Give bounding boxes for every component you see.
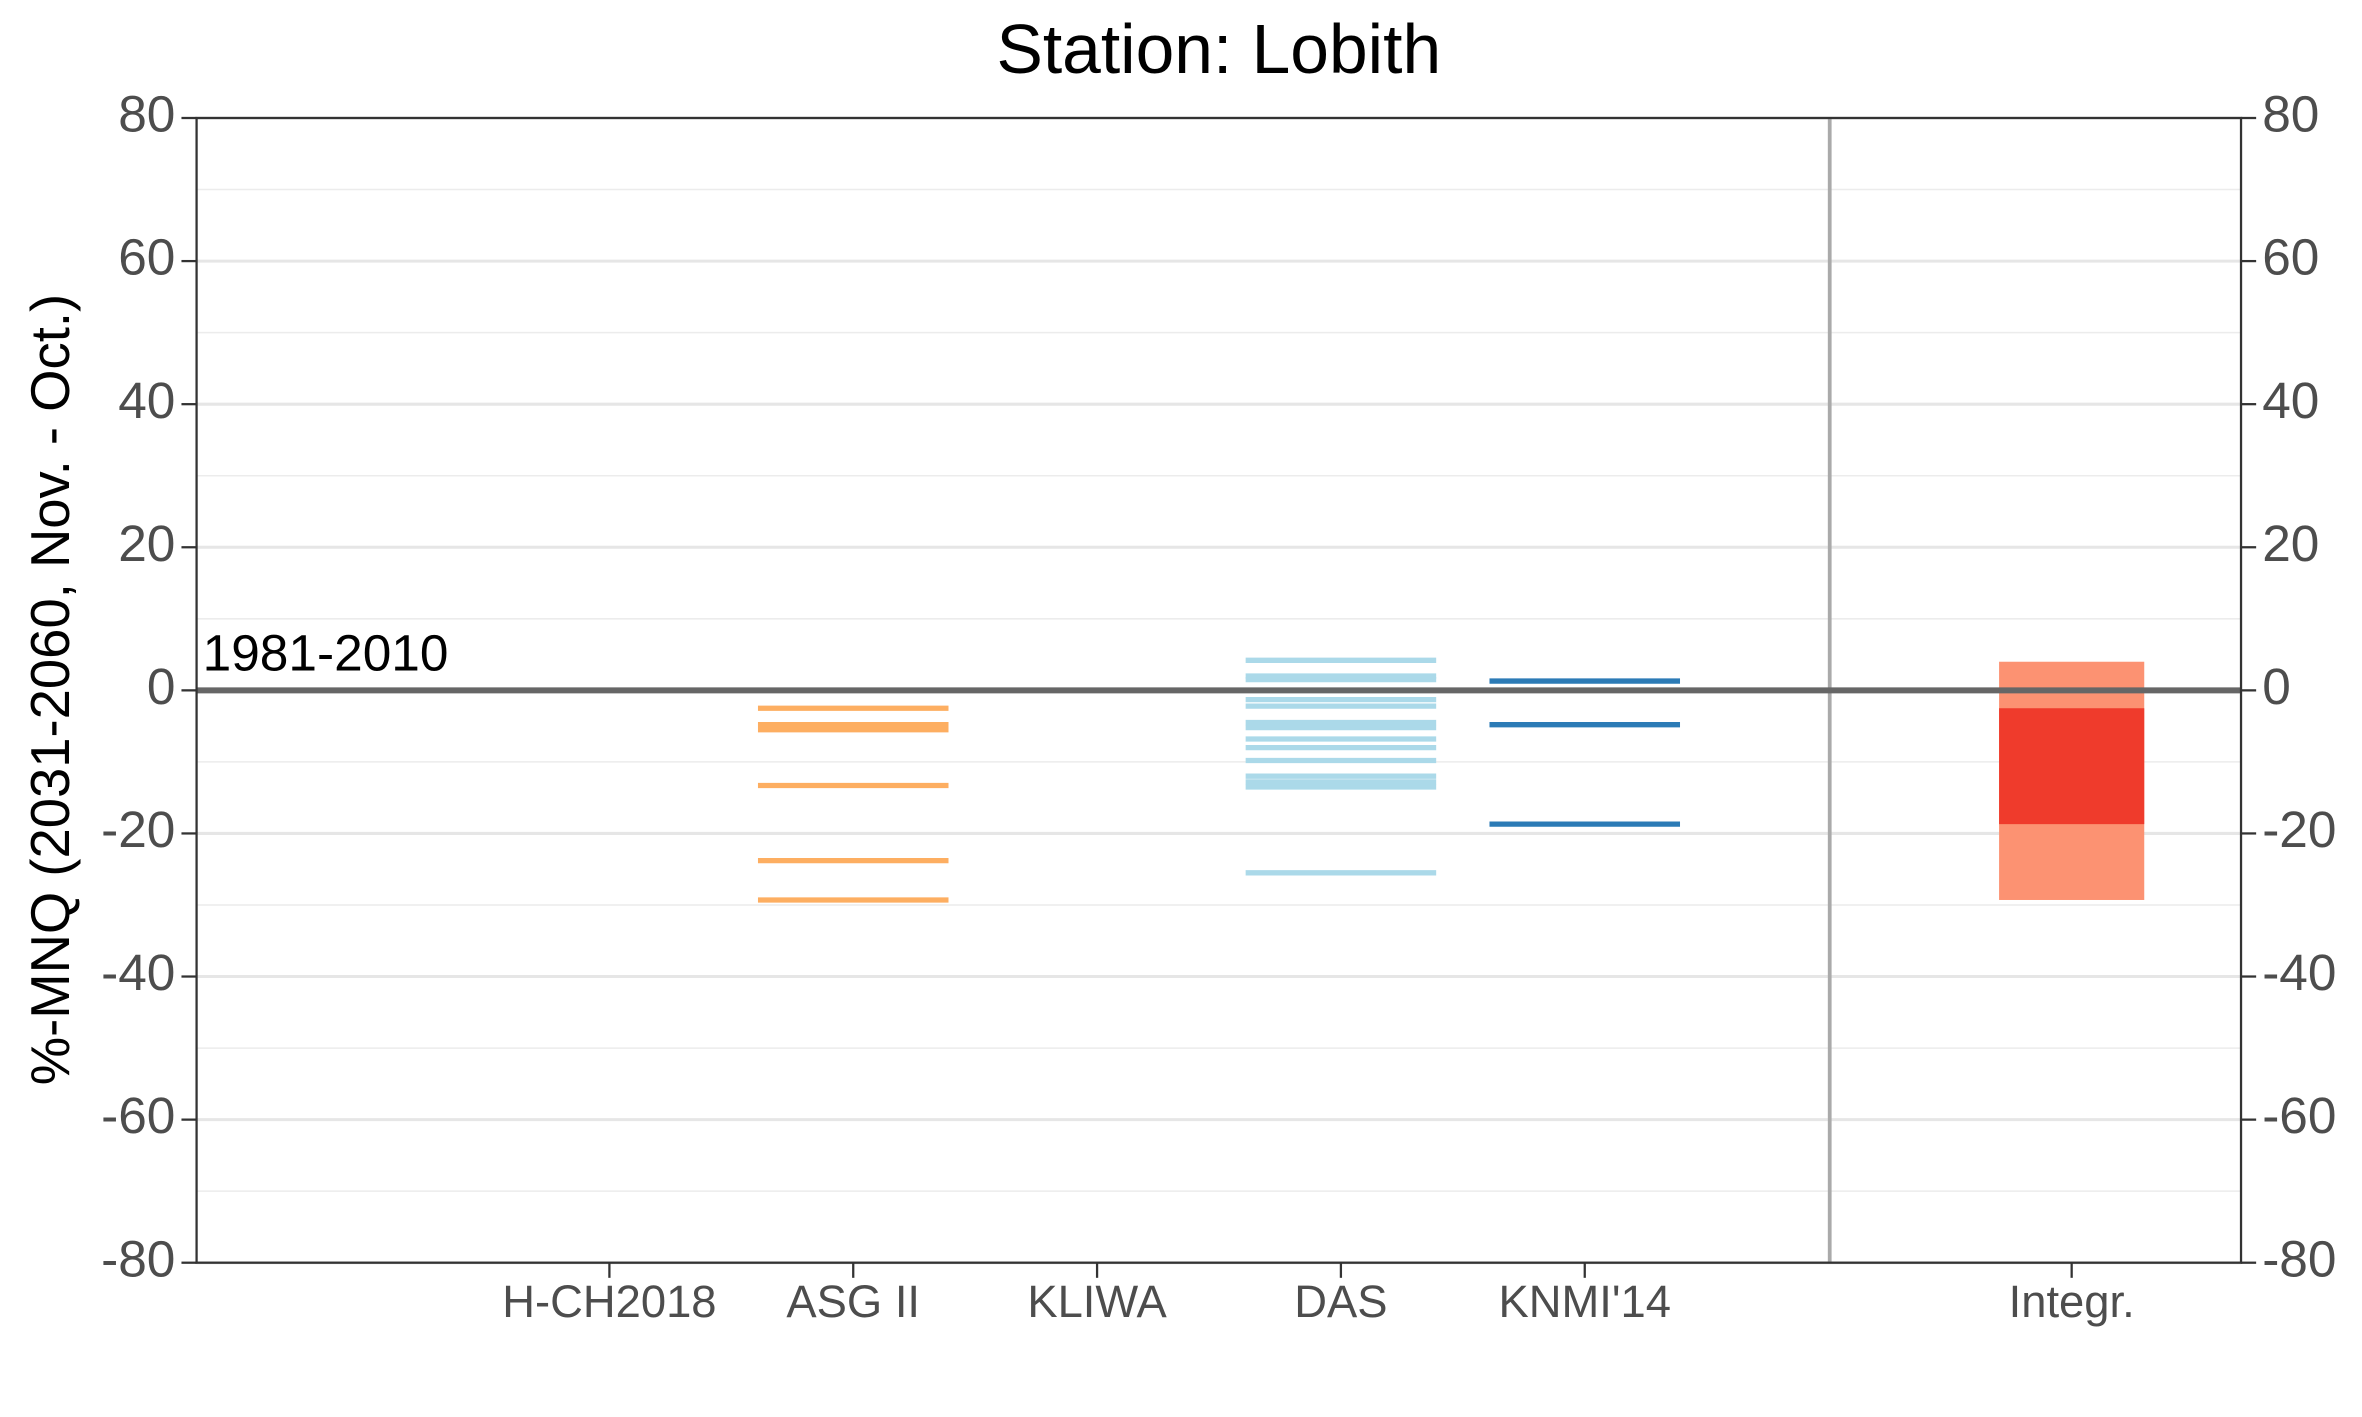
y2-tick-label: 0 [2262, 657, 2291, 715]
y2-tick-label: -60 [2262, 1086, 2336, 1144]
y-tick-label: -60 [101, 1086, 175, 1144]
y-tick-label: -80 [101, 1229, 175, 1287]
y2-tick-label: -40 [2262, 943, 2336, 1001]
y-tick-label: -20 [101, 800, 175, 858]
x-tick-label: DAS [1294, 1276, 1387, 1327]
y2-tick-label: 80 [2262, 85, 2319, 143]
y-tick-label: -40 [101, 943, 175, 1001]
y-tick-label: 40 [118, 371, 175, 429]
y2-tick-label: 20 [2262, 514, 2319, 572]
y2-tick-label: -80 [2262, 1229, 2336, 1287]
y2-tick-label: 60 [2262, 228, 2319, 286]
y-tick-label: 0 [147, 657, 176, 715]
reference-label: 1981-2010 [203, 624, 449, 682]
chart-title: Station: Lobith [996, 10, 1441, 88]
x-tick-label: Integr. [2009, 1276, 2135, 1327]
y-tick-label: 60 [118, 228, 175, 286]
x-tick-label: KLIWA [1027, 1276, 1167, 1327]
y2-tick-label: -20 [2262, 800, 2336, 858]
y-axis-label: %-MNQ (2031-2060, Nov. - Oct.) [20, 294, 81, 1085]
y2-tick-label: 40 [2262, 371, 2319, 429]
y-tick-label: 80 [118, 85, 175, 143]
y-tick-label: 20 [118, 514, 175, 572]
x-tick-label: KNMI'14 [1498, 1276, 1671, 1327]
inner-range [1999, 708, 2145, 825]
plot-frame [195, 116, 2243, 1264]
x-tick-label: ASG II [786, 1276, 920, 1327]
x-tick-label: H-CH2018 [502, 1276, 716, 1327]
